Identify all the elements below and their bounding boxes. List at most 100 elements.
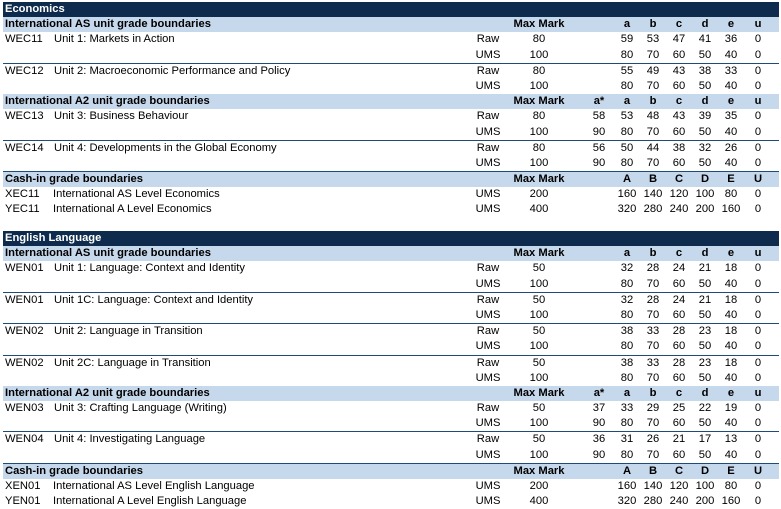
raw-grade-0: 58	[592, 110, 606, 123]
cash-in-header-grade-3: C	[674, 464, 684, 477]
max-mark-value: 100	[529, 448, 549, 461]
mark-type: UMS	[475, 48, 501, 61]
raw-grade-5: 26	[724, 141, 738, 154]
max-mark-value: 100	[529, 277, 549, 290]
cash-in-header-grade-6: U	[753, 173, 763, 186]
as-unit-header-grade-3: c	[675, 247, 683, 260]
ums-grade-1: 80	[620, 277, 634, 290]
ums-grade-2: 70	[646, 340, 660, 353]
unit-code: WEN03	[5, 402, 44, 415]
ums-grade-5: 40	[724, 448, 738, 461]
mark-type: Raw	[476, 433, 500, 446]
mark-type: Raw	[476, 110, 500, 123]
ums-grade-0: 90	[592, 125, 606, 138]
cash-grade-5: 160	[721, 203, 741, 216]
ums-grade-0	[587, 277, 611, 292]
subject-title-bar: English Language	[3, 231, 779, 247]
cash-grade-5: 80	[724, 188, 738, 201]
raw-grade-2: 53	[646, 33, 660, 46]
raw-grade-3: 24	[672, 293, 686, 306]
cash-grade-1: 320	[617, 495, 637, 508]
cash-in-header-grade-5: E	[727, 464, 735, 477]
max-mark-value: 100	[529, 340, 549, 353]
max-mark-value: 100	[529, 417, 549, 430]
ums-grade-0	[587, 308, 611, 323]
max-mark-value: 50	[532, 402, 546, 415]
unit-code: WEC12	[5, 64, 44, 77]
mark-type: Raw	[476, 64, 500, 77]
mark-type: Raw	[476, 356, 500, 369]
raw-grade-5: 18	[724, 356, 738, 369]
a2-unit-header-grade-6: u	[754, 95, 762, 108]
unit-code: WEC14	[5, 141, 44, 154]
raw-grade-5: 18	[724, 325, 738, 338]
cash-in-header-grade-1: A	[622, 464, 632, 477]
raw-grade-6: 0	[754, 293, 762, 306]
raw-grade-6: 0	[754, 33, 762, 46]
cash-in-header-max-mark: Max Mark	[513, 464, 565, 477]
cash-grade-1: 320	[617, 203, 637, 216]
ums-grade-2: 70	[646, 48, 660, 61]
unit-ums-row: UMS 100 90 80 70 60 50 40 0	[3, 416, 779, 431]
ums-grade-5: 40	[724, 417, 738, 430]
a2-unit-header-grade-1: a	[623, 386, 631, 399]
a2-unit-header: International A2 unit grade boundaries Ma…	[3, 94, 779, 110]
raw-grade-2: 26	[646, 433, 660, 446]
raw-grade-2: 49	[646, 64, 660, 77]
a2-unit-header-title: International A2 unit grade boundaries	[5, 386, 210, 399]
max-mark-value: 50	[532, 293, 546, 306]
raw-grade-1: 38	[620, 356, 634, 369]
ums-grade-5: 40	[724, 340, 738, 353]
max-mark-value: 400	[529, 495, 549, 508]
raw-grade-2: 29	[646, 402, 660, 415]
ums-grade-5: 40	[724, 371, 738, 384]
raw-grade-5: 36	[724, 33, 738, 46]
unit-code: WEC13	[5, 110, 44, 123]
max-mark-value: 100	[529, 48, 549, 61]
unit-ums-row: UMS 100 90 80 70 60 50 40 0	[3, 156, 779, 171]
raw-grade-2: 28	[646, 293, 660, 306]
unit-raw-row: WEN02 Unit 2C: Language in Transition Raw 5…	[3, 354, 779, 371]
as-unit-header-grade-5: e	[727, 247, 735, 260]
a2-unit-header-grade-2: b	[649, 95, 657, 108]
ums-grade-1: 80	[620, 371, 634, 384]
raw-grade-1: 59	[620, 33, 634, 46]
mark-type: Raw	[476, 402, 500, 415]
cash-in-row: YEC11 International A Level Economics UMS 4…	[3, 202, 779, 217]
cash-grade-4: 100	[695, 188, 715, 201]
qualification-code: YEN01	[5, 495, 41, 508]
cash-in-header-grade-1: A	[622, 173, 632, 186]
cash-grade-6: 0	[754, 188, 762, 201]
max-mark-value: 400	[529, 203, 549, 216]
a2-unit-header-grade-3: c	[675, 95, 683, 108]
a2-unit-header-grade-0: a*	[593, 386, 605, 399]
raw-grade-6: 0	[754, 141, 762, 154]
unit-name: Unit 1C: Language: Context and Identity	[54, 293, 254, 306]
max-mark-value: 80	[532, 33, 546, 46]
max-mark-value: 80	[532, 110, 546, 123]
unit-name: Unit 4: Developments in the Global Econo…	[54, 141, 277, 154]
as-unit-header-grade-5: e	[727, 18, 735, 31]
cash-grade-1: 160	[617, 480, 637, 492]
unit-ums-row: UMS 100 80 70 60 50 40 0	[3, 339, 779, 354]
raw-grade-3: 21	[672, 433, 686, 446]
qualification-code: YEC11	[5, 203, 40, 216]
ums-grade-6: 0	[754, 156, 762, 169]
as-unit-header-grade-1: a	[623, 247, 631, 260]
ums-grade-4: 50	[698, 448, 712, 461]
ums-grade-3: 60	[672, 277, 686, 290]
ums-grade-0	[587, 339, 611, 354]
unit-code: WEC11	[5, 33, 43, 46]
unit-ums-row: UMS 100 90 80 70 60 50 40 0	[3, 125, 779, 140]
as-unit-header-grade-4: d	[701, 18, 709, 31]
cash-in-header-grade-2: B	[648, 464, 658, 477]
mark-type: Raw	[476, 33, 500, 46]
unit-name: Unit 1: Language: Context and Identity	[54, 262, 245, 275]
a2-unit-header: International A2 unit grade boundaries Ma…	[3, 385, 779, 402]
as-unit-header-grade-6: u	[754, 247, 762, 260]
raw-grade-0: 37	[592, 402, 606, 415]
ums-grade-4: 50	[698, 125, 712, 138]
max-mark-value: 100	[529, 371, 549, 384]
ums-grade-2: 70	[646, 308, 660, 321]
a2-unit-header-grade-4: d	[701, 95, 709, 108]
